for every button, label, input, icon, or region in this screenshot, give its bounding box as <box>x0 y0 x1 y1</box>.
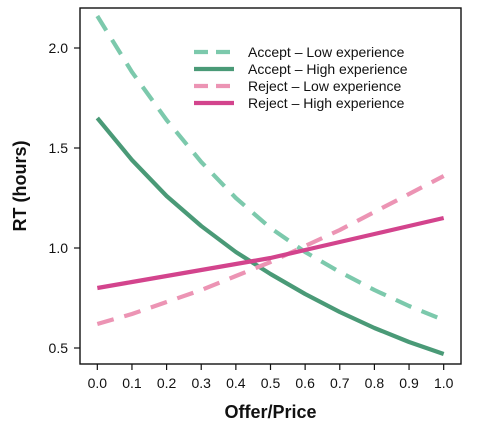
y-tick-label: 1.0 <box>49 240 69 256</box>
legend-label: Accept – Low experience <box>248 44 405 60</box>
y-axis-title: RT (hours) <box>10 141 30 232</box>
x-tick-label: 0.9 <box>399 375 419 391</box>
x-axis-title: Offer/Price <box>224 402 316 422</box>
legend-label: Accept – High experience <box>248 61 408 77</box>
x-tick-label: 0.2 <box>157 375 177 391</box>
x-tick-label: 0.4 <box>226 375 246 391</box>
x-tick-label: 1.0 <box>434 375 454 391</box>
x-tick-label: 0.7 <box>330 375 350 391</box>
y-tick-label: 0.5 <box>49 340 69 356</box>
x-tick-label: 0.5 <box>261 375 281 391</box>
x-tick-label: 0.1 <box>122 375 142 391</box>
x-tick-label: 0.8 <box>365 375 385 391</box>
series-line-4 <box>96 215 445 291</box>
x-tick-label: 0.0 <box>88 375 108 391</box>
x-tick-label: 0.6 <box>295 375 315 391</box>
series-line-3 <box>96 174 445 327</box>
legend-label: Reject – Low experience <box>248 78 402 94</box>
x-axis: 0.0 0.1 0.2 0.3 0.4 0.5 0.6 0.7 0.8 0.9 1.0 <box>88 364 454 391</box>
y-tick-label: 1.5 <box>49 140 69 156</box>
legend-label: Reject – High experience <box>248 95 405 111</box>
y-axis: 0.5 1.0 1.5 2.0 <box>49 40 80 356</box>
x-tick-label: 0.3 <box>191 375 211 391</box>
y-tick-label: 2.0 <box>49 40 69 56</box>
series-line-2 <box>95 116 445 356</box>
